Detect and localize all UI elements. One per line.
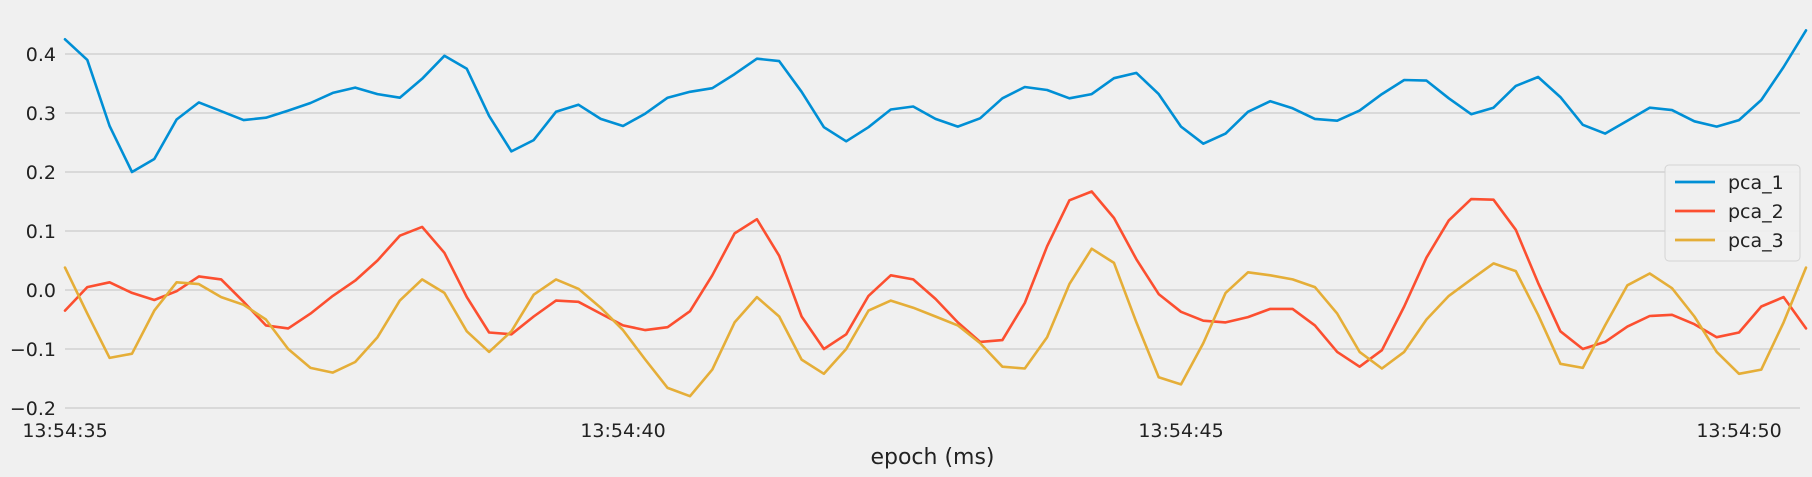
x-tick-label: 13:54:45: [1138, 420, 1223, 442]
y-tick-label: 0.2: [26, 162, 56, 184]
x-axis-label: epoch (ms): [870, 445, 994, 470]
series-line-pca_1: [63, 29, 1808, 174]
legend-label-pca_2: pca_2: [1728, 201, 1784, 223]
x-tick-label: 13:54:40: [580, 420, 665, 442]
y-tick-labels: −0.2 −0.1 0.0 0.1 0.2 0.3 0.4: [10, 44, 56, 420]
series-line-pca_3: [63, 247, 1808, 398]
legend-box: [1664, 164, 1801, 262]
y-tick-label: 0.0: [26, 280, 56, 302]
legend-label-pca_1: pca_1: [1728, 172, 1784, 194]
legend-label-pca_3: pca_3: [1728, 230, 1784, 252]
y-tick-label: 0.3: [26, 103, 56, 125]
gridlines: [65, 53, 1800, 409]
x-tick-labels: 13:54:35 13:54:40 13:54:45 13:54:50: [22, 420, 1781, 442]
legend: pca_1 pca_2 pca_3: [1664, 164, 1801, 262]
y-tick-label: −0.1: [10, 339, 56, 361]
y-tick-label: 0.1: [26, 221, 56, 243]
series-lines: [63, 29, 1808, 398]
y-tick-label: 0.4: [26, 44, 56, 66]
x-tick-label: 13:54:50: [1696, 420, 1781, 442]
y-tick-label: −0.2: [10, 398, 56, 420]
x-tick-label: 13:54:35: [22, 420, 107, 442]
series-line-pca_2: [63, 190, 1808, 369]
